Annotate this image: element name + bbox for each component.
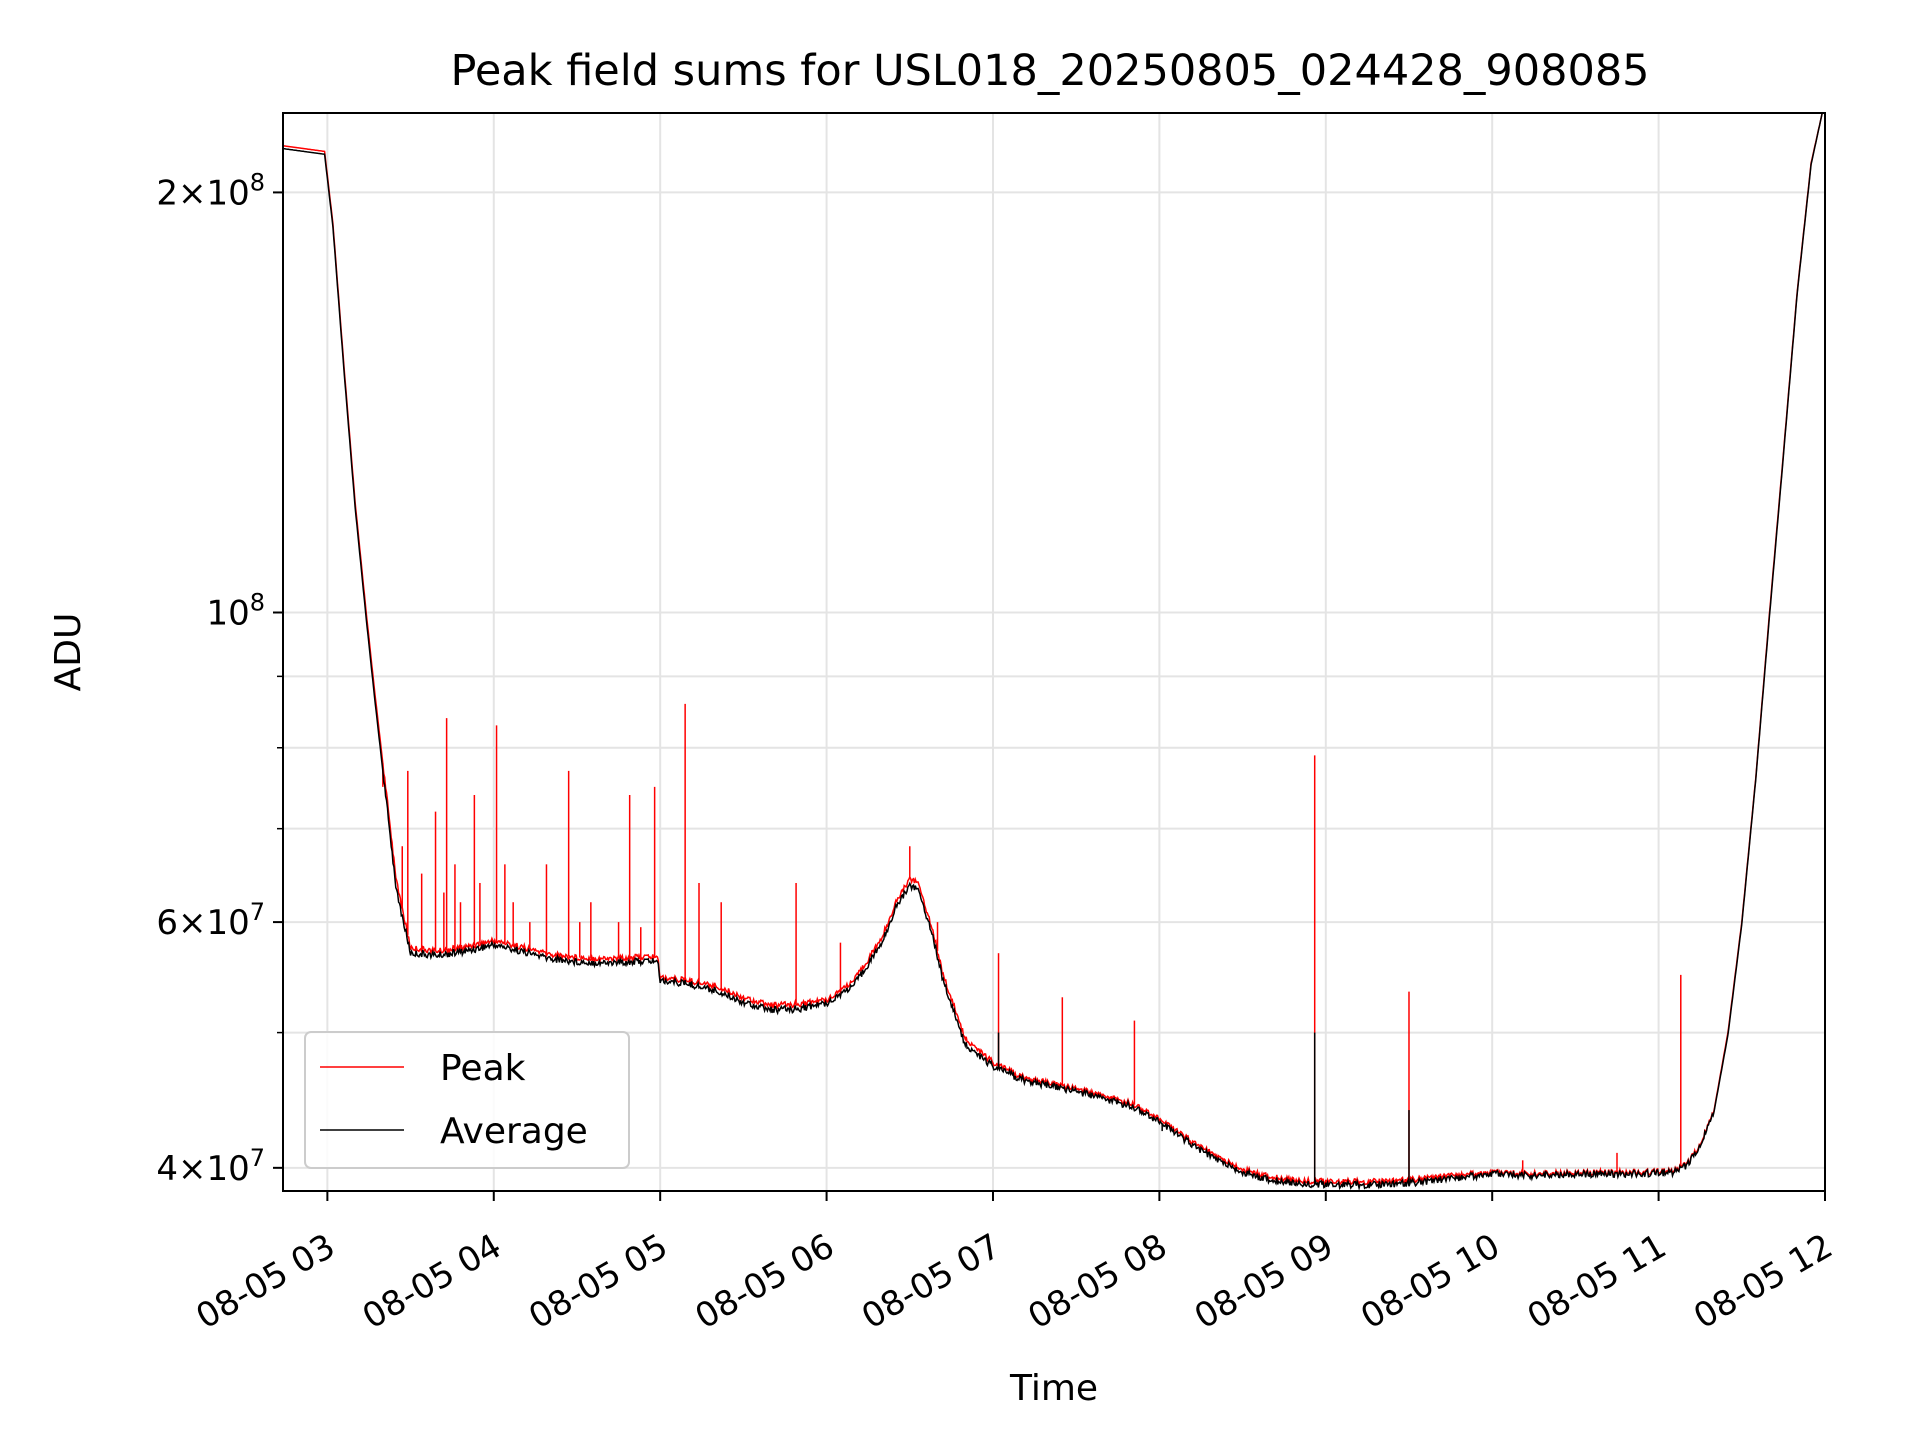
chart-title: Peak field sums for USL018_20250805_0244… (450, 46, 1649, 96)
series-layer (283, 113, 1823, 1191)
legend-box (304, 1031, 630, 1169)
legend: Peak Average (304, 1031, 630, 1169)
series-line-peak (283, 113, 1823, 1188)
plot-area-frame (282, 112, 1826, 1192)
x-axis-label: Time (1009, 1368, 1098, 1409)
y-axis-label: ADU (48, 613, 89, 692)
legend-peak-label: Peak (440, 1048, 526, 1089)
y-tick-label: 4×107 (156, 1144, 265, 1189)
legend-average-label: Average (440, 1111, 588, 1152)
y-tick-label: 6×107 (156, 898, 265, 943)
y-tick-label: 2×108 (156, 168, 265, 213)
series-line-average (283, 113, 1823, 1191)
